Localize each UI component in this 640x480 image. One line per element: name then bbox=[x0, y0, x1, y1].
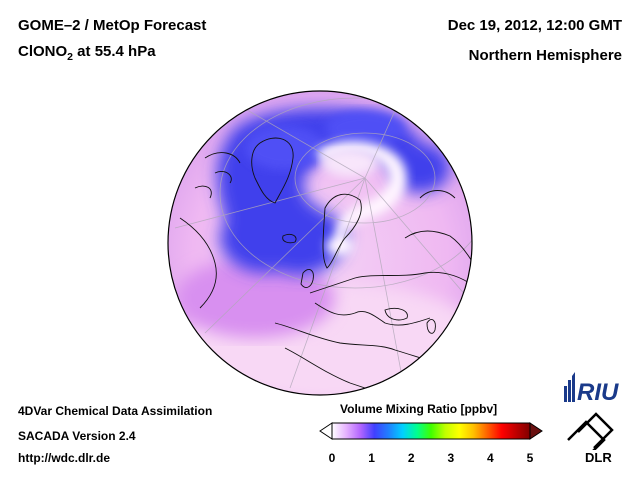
colorbar bbox=[319, 422, 543, 440]
colorbar-max-arrow bbox=[529, 422, 543, 440]
colorbar-title: Volume Mixing Ratio [ppbv] bbox=[340, 402, 498, 416]
colorbar-tick-label: 2 bbox=[407, 451, 415, 465]
svg-text:RIU: RIU bbox=[577, 379, 619, 406]
colorbar-tick-label: 5 bbox=[526, 451, 534, 465]
species-title: ClONO2 at 55.4 hPa bbox=[18, 43, 156, 63]
dlr-text: DLR bbox=[585, 450, 612, 465]
date-label: Dec 19, 2012, 12:00 GMT bbox=[447, 17, 622, 34]
title-line1: GOME–2 / MetOp Forecast bbox=[18, 17, 207, 34]
colorbar-tick-label: 3 bbox=[447, 451, 455, 465]
dlr-logo bbox=[564, 410, 616, 459]
region-label: Northern Hemisphere bbox=[468, 47, 622, 64]
colorbar-tick-label: 4 bbox=[487, 451, 494, 465]
colorbar-tick-label: 0 bbox=[328, 451, 336, 465]
footer-version: SACADA Version 2.4 bbox=[18, 429, 136, 443]
colorbar-tick-label: 1 bbox=[368, 451, 375, 465]
globe-map bbox=[167, 90, 473, 396]
coastlines bbox=[179, 137, 472, 395]
footer-assimilation: 4DVar Chemical Data Assimilation bbox=[18, 404, 213, 418]
riu-logo: RIU bbox=[562, 372, 624, 411]
colorbar-min-arrow bbox=[319, 422, 333, 440]
footer-url[interactable]: http://wdc.dlr.de bbox=[18, 451, 110, 465]
colorbar-ramp bbox=[331, 422, 531, 440]
